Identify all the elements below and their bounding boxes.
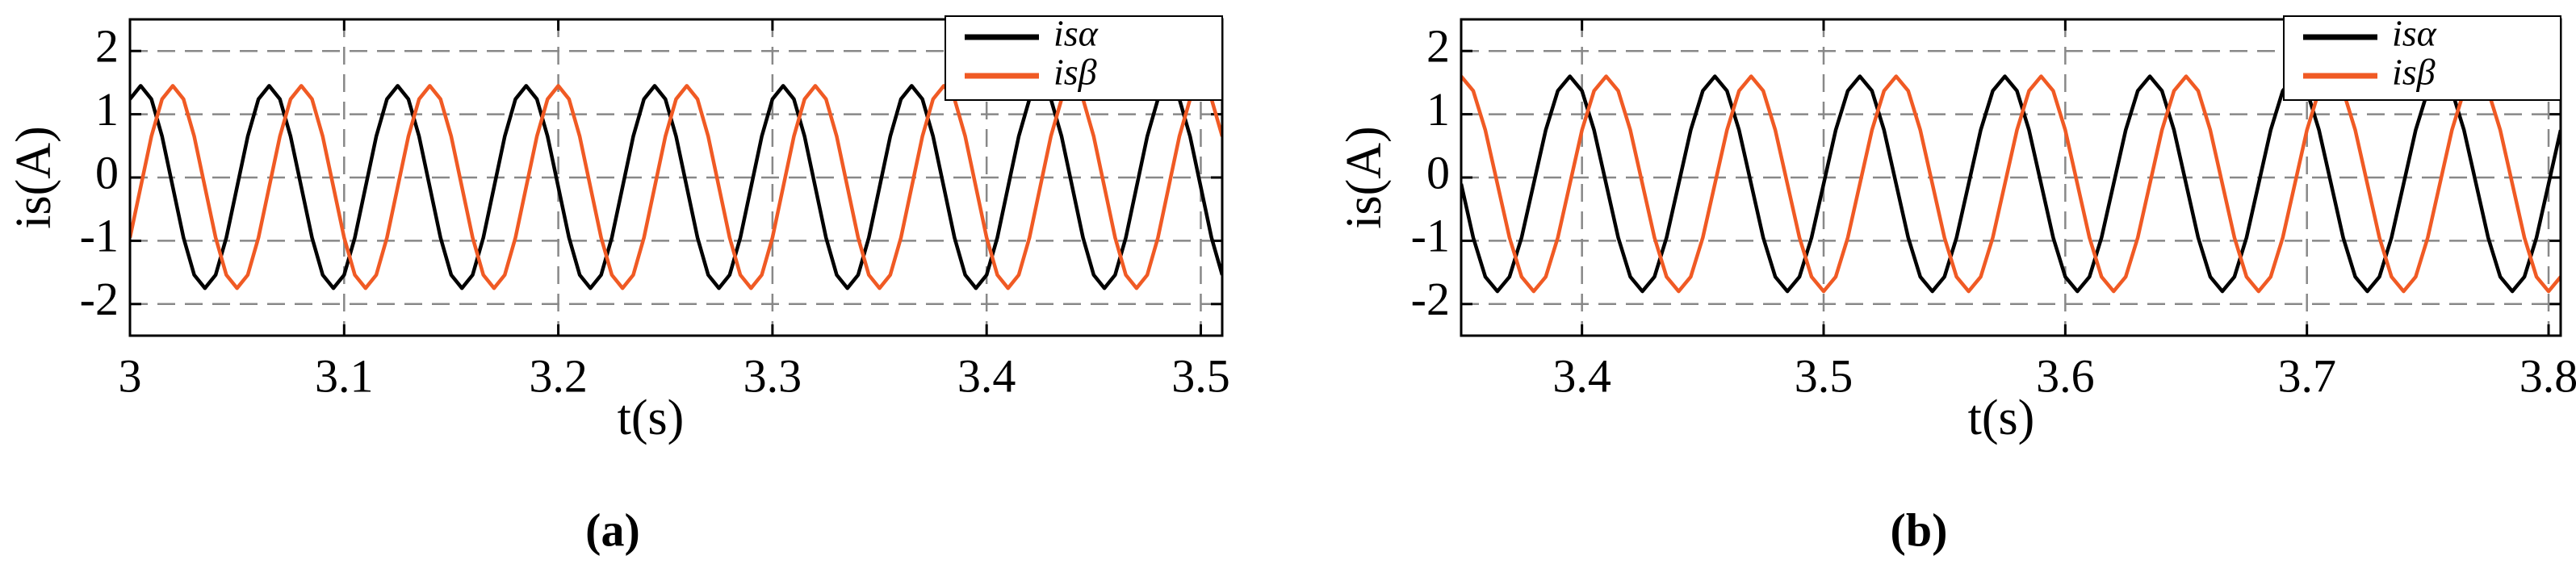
y-tick-label: 2 — [1426, 20, 1450, 73]
plot-frame — [128, 18, 1224, 337]
y-tick-label: 0 — [95, 146, 119, 198]
x-tick-label: 3.6 — [2036, 349, 2095, 402]
y-tick-label: 1 — [95, 83, 119, 136]
x-tick-label: 3.3 — [743, 349, 802, 402]
series-line — [1461, 74, 2561, 294]
y-tick-label: 0 — [1426, 146, 1450, 198]
x-axis-label: t(s) — [1968, 391, 2035, 445]
legend-label: isα — [1053, 13, 1099, 54]
panel-caption: (a) — [585, 503, 640, 556]
x-tick-label: 3 — [119, 349, 142, 402]
legend-box — [945, 15, 1223, 101]
panel-caption: (b) — [1891, 503, 1948, 556]
legend-label: isβ — [2392, 52, 2436, 93]
y-tick-label: -1 — [80, 210, 119, 262]
y-tick-label: -2 — [1411, 273, 1450, 325]
legend-label: isα — [2392, 13, 2437, 54]
x-tick-label: 3.2 — [529, 349, 588, 402]
plot-frame — [1460, 18, 2562, 337]
y-tick-label: 2 — [95, 20, 119, 73]
y-axis-label: is(A) — [6, 126, 61, 228]
x-tick-label: 3.7 — [2277, 349, 2336, 402]
x-tick-label: 3.5 — [1171, 349, 1230, 402]
y-tick-label: -1 — [1411, 210, 1450, 262]
x-tick-label: 3.4 — [1552, 349, 1611, 402]
y-axis-label: is(A) — [1337, 126, 1392, 228]
x-tick-label: 3.1 — [315, 349, 374, 402]
x-tick-label: 3.5 — [1795, 349, 1853, 402]
y-tick-label: 1 — [1426, 83, 1450, 136]
legend-label: isβ — [1053, 52, 1097, 93]
y-tick-label: -2 — [80, 273, 119, 325]
x-axis-label: t(s) — [618, 391, 685, 445]
x-tick-label: 3.4 — [957, 349, 1016, 402]
series-line — [1461, 74, 2561, 294]
legend-box — [2283, 15, 2561, 101]
series-line — [130, 84, 1222, 290]
x-tick-label: 3.8 — [2519, 349, 2576, 402]
